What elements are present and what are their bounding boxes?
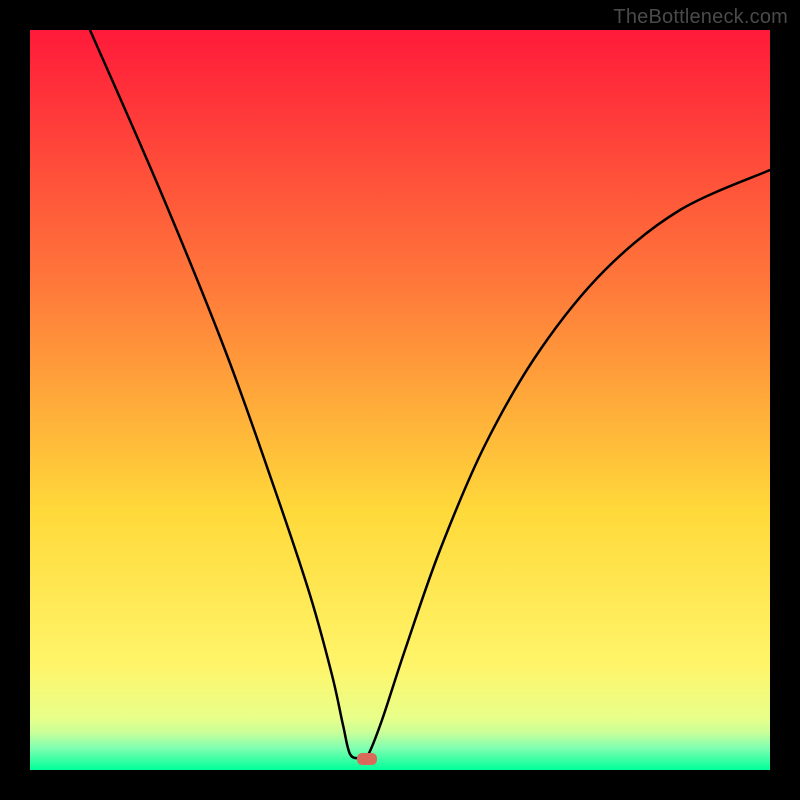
nadir-marker bbox=[357, 753, 377, 765]
bottleneck-curve bbox=[30, 30, 770, 770]
plot-area bbox=[30, 30, 770, 770]
watermark-text: TheBottleneck.com bbox=[613, 6, 788, 29]
curve-path bbox=[90, 30, 770, 759]
